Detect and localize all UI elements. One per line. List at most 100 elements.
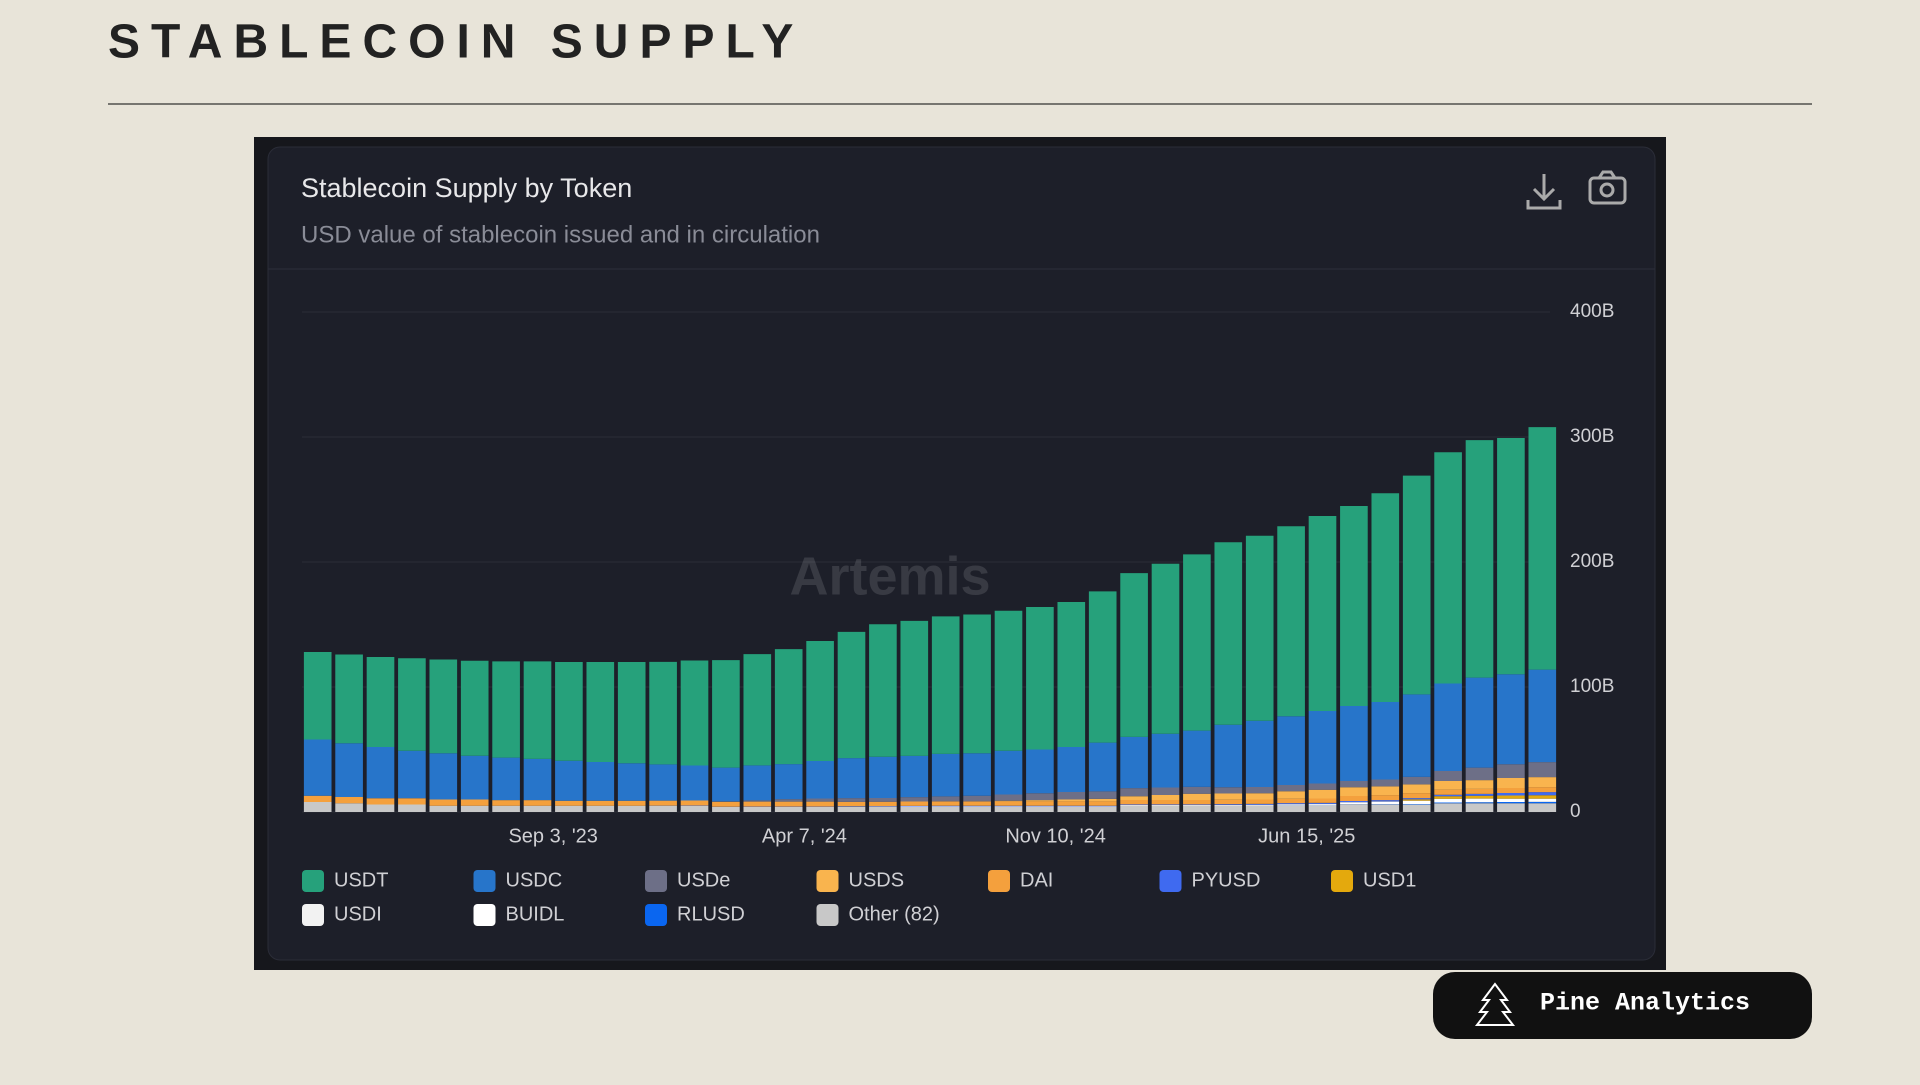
bar-segment [1152,806,1180,812]
bar-segment [1403,777,1431,785]
bar-segment [1371,786,1399,795]
bar-segment [335,797,363,803]
bar-segment [1214,806,1242,812]
bar-segment [461,661,489,756]
legend-swatch [645,870,667,892]
bar-segment [806,802,834,807]
bar-segment [743,807,771,812]
bar-segment [1152,805,1180,806]
bar-segment [367,805,395,813]
bar-segment [1183,805,1211,806]
bar-segment [743,765,771,800]
bar-segment [1403,801,1431,804]
bar-segment [775,807,803,812]
bar-segment [1340,805,1368,813]
bar-segment [1120,800,1148,804]
chart-subtitle: USD value of stablecoin issued and in ci… [301,221,820,248]
bar-segment [712,768,740,802]
bar-segment [1120,788,1148,796]
bar-segment [963,806,991,807]
bar-segment [1340,802,1368,804]
bar-segment [1403,805,1431,813]
bar-segment [1246,804,1274,805]
y-tick-label: 200B [1570,551,1614,572]
bar-segment [995,801,1023,805]
bar-segment [1214,794,1242,800]
bar-segment [1528,792,1556,795]
bar-segment [398,798,426,804]
legend-swatch [645,904,667,926]
bar-segment [524,759,552,800]
bar-segment [1183,794,1211,800]
bar-segment [869,806,897,807]
bar-segment [1152,804,1180,805]
bar-segment [1466,794,1494,796]
bar-segment [1120,805,1148,806]
bar-segment [712,660,740,768]
bar-segment [900,807,928,808]
bar-segment [995,795,1023,801]
bar-segment [995,806,1023,807]
bar-segment [1340,796,1368,801]
bar-segment [1528,762,1556,777]
bar-segment [649,806,677,812]
legend-label: BUIDL [506,903,565,925]
legend-label: PYUSD [1192,869,1261,891]
bar-segment [1528,670,1556,763]
bar-segment [398,805,426,813]
bar-segment [586,662,614,762]
bar-segment [429,660,457,754]
bar-segment [1214,800,1242,804]
bar-segment [1497,778,1525,788]
bar-segment [1497,799,1525,802]
bar-segment [1277,791,1305,799]
bar-segment [1340,781,1368,787]
bar-segment [429,800,457,806]
x-tick-label: Jun 15, '25 [1258,825,1355,847]
bar-segment [1403,799,1431,800]
bar-segment [1183,800,1211,804]
bar-segment [963,753,991,796]
bar-segment [681,766,709,801]
bar-segment [806,799,834,802]
chart-title: Stablecoin Supply by Token [301,173,632,203]
bar-segment [869,802,897,806]
bar-segment [1466,799,1494,803]
bar-segment [869,807,897,812]
bar-segment [1497,796,1525,799]
bar-segment [963,615,991,754]
bar-segment [1026,750,1054,794]
bar-segment [900,806,928,807]
bar-segment [932,796,960,801]
bar-segment [1371,702,1399,780]
bar-segment [1434,684,1462,772]
bar-segment [555,761,583,801]
bar-segment [743,802,771,807]
bar-segment [1528,799,1556,802]
bar-segment [1466,678,1494,768]
bar-segment [1497,793,1525,796]
bar-segment [1089,743,1117,792]
bar-segment [869,798,897,802]
bar-segment [492,758,520,801]
bar-segment [1246,721,1274,787]
bar-segment [838,806,866,807]
legend-label: USD1 [1363,869,1416,891]
bar-segment [367,747,395,798]
bar-segment [1183,804,1211,805]
legend-swatch [302,904,324,926]
bar-segment [461,806,489,812]
bar-segment [1246,800,1274,804]
bar-segment [1277,785,1305,791]
bar-segment [1057,602,1085,747]
bar-segment [869,624,897,757]
bar-segment [335,743,363,797]
bar-segment [1403,798,1431,799]
bar-segment [1309,711,1337,784]
bar-segment [1152,564,1180,734]
bar-segment [1528,803,1556,812]
bar-segment [1434,803,1462,804]
bar-segment [1277,806,1305,812]
bar-segment [1371,805,1399,813]
